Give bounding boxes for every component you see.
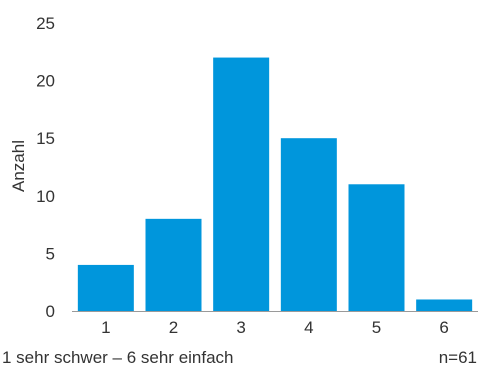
x-tick-label: 2 — [169, 318, 178, 337]
x-tick-label: 4 — [304, 318, 313, 337]
scale-note: 1 sehr schwer – 6 sehr einfach — [2, 348, 234, 367]
bars — [77, 57, 473, 312]
bar — [213, 57, 270, 312]
y-tick-label: 25 — [36, 14, 55, 33]
bar — [348, 184, 405, 311]
y-tick-label: 10 — [36, 187, 55, 206]
x-tick-label: 1 — [101, 318, 110, 337]
bar — [145, 218, 202, 311]
x-axis-ticks: 1 2 3 4 5 6 — [101, 318, 449, 337]
x-tick-label: 3 — [236, 318, 245, 337]
sample-size: n=61 — [438, 348, 477, 367]
x-tick-label: 6 — [439, 318, 448, 337]
x-tick-label: 5 — [372, 318, 381, 337]
bar — [416, 299, 473, 311]
y-tick-label: 5 — [46, 244, 55, 263]
y-axis-label: Anzahl — [9, 140, 28, 192]
bar — [77, 264, 134, 311]
y-tick-label: 20 — [36, 72, 55, 91]
bar — [280, 138, 337, 311]
y-axis-ticks: 0 5 10 15 20 25 — [36, 14, 55, 321]
y-tick-label: 0 — [46, 302, 55, 321]
y-tick-label: 15 — [36, 129, 55, 148]
